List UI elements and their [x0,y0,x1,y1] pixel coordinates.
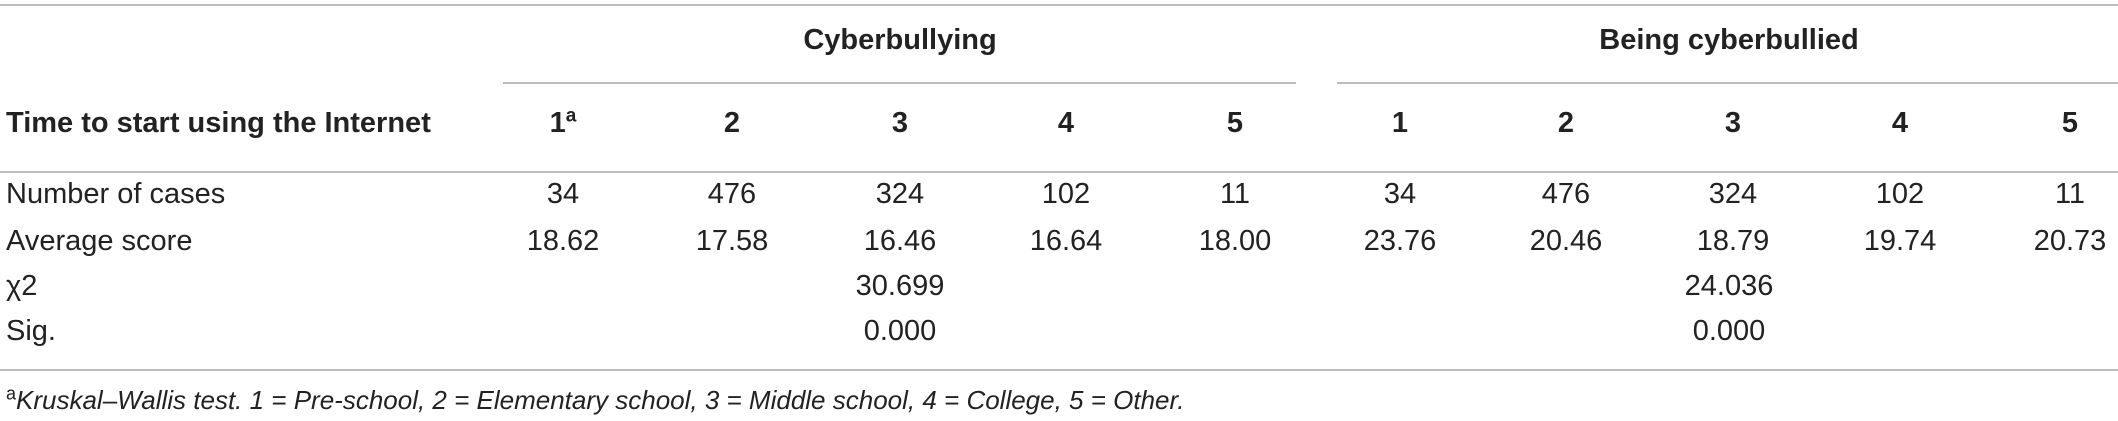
footnote-marker: a [565,105,577,127]
table-cell: 34 [546,178,580,210]
table-cell: 20.46 [1529,225,1603,257]
header-rule [0,171,2118,173]
column-header-text: 1 [549,107,566,139]
table-cell: 11 [1219,178,1251,210]
table-cell: 476 [1541,178,1591,210]
column-header: 4 [1057,107,1075,139]
group-underline-being-cyberbullied [1337,82,2118,84]
row-label: Sig. [6,315,56,347]
top-rule [0,4,2118,6]
table-cell: 324 [1708,178,1758,210]
table-cell: 0.000 [863,315,937,347]
table-cell: 16.64 [1029,225,1103,257]
table-cell: 324 [875,178,925,210]
row-header-label: Time to start using the Internet [6,107,431,139]
group-header-being-cyberbullied: Being cyberbullied [1599,24,1859,56]
table-cell: 102 [1875,178,1925,210]
column-header: 2 [1557,107,1575,139]
column-header: 3 [1724,107,1742,139]
column-header: 1a [550,105,577,141]
table-cell: 24.036 [1684,270,1774,302]
row-label: χ2 [6,270,38,302]
table-cell: 0.000 [1692,315,1766,347]
column-header: 3 [891,107,909,139]
column-header: 5 [1226,107,1244,139]
table-cell: 19.74 [1863,225,1937,257]
table-cell: 476 [707,178,757,210]
table-cell: 34 [1383,178,1417,210]
column-header: 5 [2061,107,2079,139]
table-cell: 20.73 [2033,225,2107,257]
group-underline-cyberbullying [503,82,1296,84]
footnote-text: Kruskal–Wallis test. 1 = Pre-school, 2 =… [16,385,1185,415]
table-cell: 18.79 [1696,225,1770,257]
table-cell: 16.46 [863,225,937,257]
table-cell: 11 [2054,178,2086,210]
table-cell: 23.76 [1363,225,1437,257]
table-cell: 30.699 [855,270,945,302]
footnote-marker: a [6,383,17,404]
group-header-cyberbullying: Cyberbullying [803,24,997,56]
column-header: 1 [1391,107,1409,139]
table-footnote: aKruskal–Wallis test. 1 = Pre-school, 2 … [6,384,1184,416]
column-header: 2 [723,107,741,139]
table-cell: 18.62 [526,225,600,257]
row-label: Number of cases [6,178,226,210]
table-cell: 18.00 [1198,225,1272,257]
table-cell: 17.58 [695,225,769,257]
row-label: Average score [6,225,193,257]
bottom-rule [0,369,2118,371]
column-header: 4 [1891,107,1909,139]
table-cell: 102 [1041,178,1091,210]
